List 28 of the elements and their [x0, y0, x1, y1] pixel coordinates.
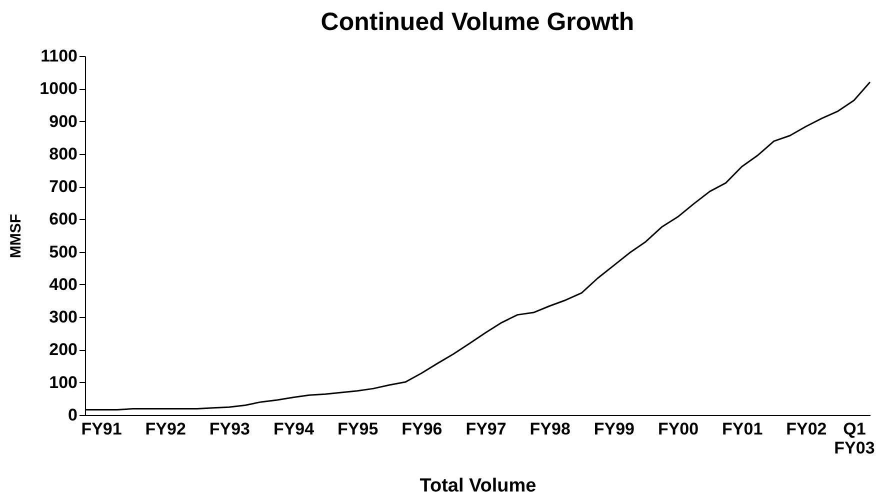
x-tick-label: Q1 FY03: [834, 420, 875, 458]
y-tick-label: 1100: [40, 46, 78, 66]
x-tick-label: FY96: [402, 420, 442, 438]
x-tick-label: FY99: [594, 420, 634, 438]
y-tick-label: 400: [49, 274, 78, 294]
x-tick-label: FY94: [273, 420, 315, 438]
y-tick-label: 200: [49, 340, 78, 360]
y-tick-label: 700: [49, 177, 78, 196]
y-axis-title: MMSF: [8, 214, 25, 258]
x-tick-label: FY92: [145, 420, 186, 438]
x-tick-label: FY02: [786, 420, 827, 438]
y-tick-label: 100: [49, 372, 78, 392]
y-tick-label: 0: [68, 406, 78, 424]
x-tick-label: FY00: [658, 420, 699, 438]
y-tick-label: 300: [49, 308, 78, 327]
x-axis-title: Total Volume: [420, 476, 536, 494]
x-tick-label: FY01: [722, 420, 763, 438]
x-tick-label: FY95: [338, 420, 378, 438]
y-tick-label: 500: [49, 242, 78, 262]
x-tick-label: FY98: [530, 420, 570, 438]
x-tick-label: FY91: [81, 420, 122, 438]
y-tick-label: 800: [49, 144, 78, 164]
y-tick-label: 900: [49, 112, 78, 131]
x-tick-label: FY97: [466, 420, 506, 438]
x-tick-label: FY93: [209, 420, 250, 438]
chart-title: Continued Volume Growth: [320, 8, 634, 36]
y-tick-label: 1000: [40, 79, 78, 98]
y-tick-label: 600: [49, 210, 78, 229]
